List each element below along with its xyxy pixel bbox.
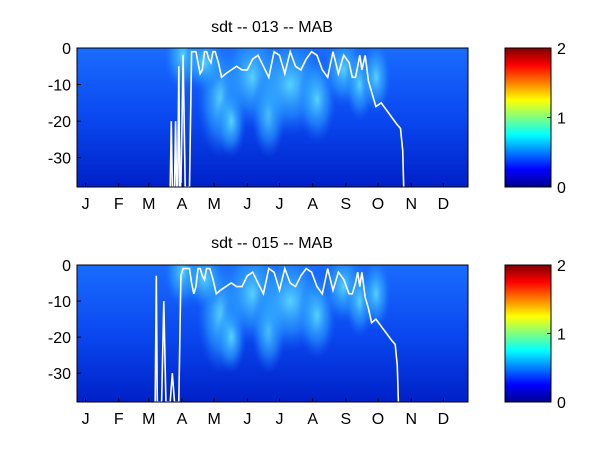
chart-title-1: sdt -- 013 -- MAB — [211, 19, 333, 36]
x-tick-label-2-7: A — [307, 411, 318, 428]
heatmap-highlight-2-10 — [360, 265, 391, 330]
y-tick-label-2-2: -20 — [48, 330, 71, 347]
plot-frame-1 — [76, 47, 469, 188]
x-tick-label-1-9: O — [372, 196, 384, 213]
heatmap-highlight-1-9 — [183, 48, 226, 92]
colorbar-gradient-2 — [504, 264, 552, 403]
y-tick-label-2-3: -30 — [48, 366, 71, 383]
plot-frame-2 — [76, 264, 469, 403]
x-tick-label-2-10: N — [405, 411, 417, 428]
x-tick-label-1-0: J — [82, 196, 90, 213]
heatmap-highlight-1-10 — [360, 48, 391, 114]
y-tick-label-1-3: -30 — [48, 151, 71, 168]
chart-title-2: sdt -- 015 -- MAB — [211, 235, 333, 252]
x-tick-label-2-3: A — [177, 411, 188, 428]
x-tick-label-2-6: J — [275, 411, 283, 428]
x-tick-label-2-5: J — [243, 411, 251, 428]
x-tick-label-1-4: M — [207, 196, 220, 213]
y-tick-label-1-2: -20 — [48, 114, 71, 131]
y-axis-2: 0 -10 -20 -30 — [48, 258, 81, 383]
x-tick-label-1-7: A — [307, 196, 318, 213]
y-tick-label-2-0: 0 — [62, 258, 71, 275]
y-tick-label-1-0: 0 — [62, 41, 71, 58]
x-tick-label-2-1: F — [114, 411, 124, 428]
x-tick-label-1-1: F — [114, 196, 124, 213]
colorbar-tick-label-1-1: 1 — [557, 111, 566, 128]
colorbar-2: 0 1 2 — [504, 258, 566, 412]
colorbar-tick-label-2-2: 2 — [557, 258, 566, 275]
colorbar-gradient-1 — [504, 47, 552, 188]
x-tick-label-2-11: D — [438, 411, 450, 428]
colorbar-ticks-2: 0 1 2 — [547, 258, 566, 412]
x-tick-label-2-8: S — [341, 411, 352, 428]
x-tick-label-1-5: J — [243, 196, 251, 213]
x-tick-label-1-6: J — [275, 196, 283, 213]
contour-line-1 — [169, 48, 405, 187]
x-tick-label-2-2: M — [142, 411, 155, 428]
colorbar-ticks-1: 0 1 2 — [547, 41, 566, 197]
heatmap-area-2 — [77, 265, 468, 402]
heatmap-highlights-1 — [163, 48, 391, 158]
heatmap-highlights-2 — [163, 265, 391, 374]
colorbar-tick-label-2-1: 1 — [557, 327, 566, 344]
y-axis-1: 0 -10 -20 -30 — [48, 41, 81, 168]
x-tick-label-1-2: M — [142, 196, 155, 213]
y-tick-label-2-1: -10 — [48, 294, 71, 311]
heatmap-highlight-2-9 — [183, 265, 226, 309]
colorbar-tick-label-1-0: 0 — [557, 180, 566, 197]
colorbar-tick-label-2-0: 0 — [557, 395, 566, 412]
x-tick-label-1-10: N — [405, 196, 417, 213]
x-tick-label-1-11: D — [438, 196, 450, 213]
x-tick-label-1-8: S — [341, 196, 352, 213]
x-tick-label-2-4: M — [207, 411, 220, 428]
colorbar-1: 0 1 2 — [504, 41, 566, 197]
heatmap-area-1 — [77, 48, 468, 187]
x-tick-label-1-3: A — [177, 196, 188, 213]
y-tick-label-1-1: -10 — [48, 78, 71, 95]
x-tick-label-2-9: O — [372, 411, 384, 428]
contour-line-2 — [154, 265, 400, 402]
x-tick-label-2-0: J — [82, 411, 90, 428]
panel-1: sdt -- 013 -- MAB 0 -10 -20 -30 J F M A M J J A S O N… — [48, 19, 566, 213]
colorbar-tick-label-1-2: 2 — [557, 41, 566, 58]
panel-2: sdt -- 015 -- MAB 0 -10 -20 -30 J F M A M J J A S O N… — [48, 235, 566, 428]
